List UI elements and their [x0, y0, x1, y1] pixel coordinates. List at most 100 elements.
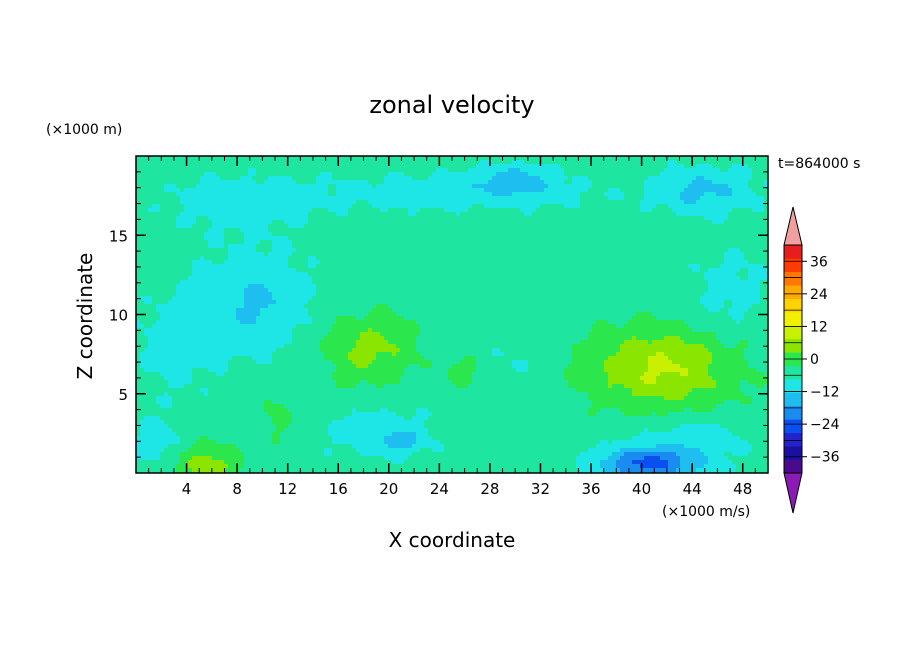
contour-cell: [556, 196, 561, 201]
contour-cell: [136, 200, 141, 205]
contour-cell: [764, 164, 768, 169]
contour-cell: [612, 256, 617, 261]
contour-cell: [440, 244, 445, 249]
contour-cell: [532, 192, 537, 197]
contour-cell: [708, 192, 713, 197]
contour-cell: [244, 224, 249, 229]
contour-cell: [336, 248, 341, 253]
contour-cell: [508, 248, 513, 253]
contour-cell: [472, 240, 477, 245]
contour-cell: [240, 164, 245, 169]
contour-cell: [340, 164, 345, 169]
contour-cell: [396, 160, 401, 165]
contour-cell: [388, 260, 393, 265]
contour-cell: [428, 176, 433, 181]
contour-cell: [180, 224, 185, 229]
contour-cell: [380, 244, 385, 249]
contour-cell: [640, 172, 645, 177]
contour-cell: [276, 200, 281, 205]
contour-cell: [456, 200, 461, 205]
contour-cell: [532, 268, 537, 273]
contour-cell: [144, 168, 149, 173]
contour-cell: [332, 200, 337, 205]
contour-cell: [704, 260, 709, 265]
contour-cell: [244, 176, 249, 181]
contour-cell: [548, 208, 553, 213]
contour-cell: [260, 196, 265, 201]
contour-cell: [160, 188, 165, 193]
contour-cell: [220, 164, 225, 169]
contour-cell: [520, 196, 525, 201]
contour-cell: [384, 188, 389, 193]
contour-cell: [732, 264, 737, 269]
contour-cell: [448, 272, 453, 277]
contour-cell: [268, 220, 273, 225]
contour-cell: [752, 156, 757, 161]
contour-cell: [136, 252, 141, 257]
contour-cell: [280, 264, 285, 269]
contour-cell: [340, 216, 345, 221]
contour-cell: [760, 228, 765, 233]
contour-cell: [184, 276, 189, 281]
contour-cell: [324, 212, 329, 217]
contour-cell: [632, 256, 637, 261]
contour-cell: [680, 172, 685, 177]
contour-cell: [432, 236, 437, 241]
contour-cell: [752, 180, 757, 185]
contour-cell: [188, 248, 193, 253]
contour-cell: [212, 180, 217, 185]
contour-cell: [140, 264, 145, 269]
contour-cell: [304, 240, 309, 245]
contour-cell: [336, 256, 341, 261]
contour-cell: [512, 156, 517, 161]
contour-cell: [144, 216, 149, 221]
contour-cell: [608, 160, 613, 165]
contour-cell: [208, 248, 213, 253]
contour-cell: [492, 260, 497, 265]
contour-cell: [524, 224, 529, 229]
contour-cell: [376, 280, 381, 285]
contour-cell: [648, 256, 653, 261]
contour-cell: [680, 264, 685, 269]
contour-cell: [240, 156, 245, 161]
contour-cell: [600, 200, 605, 205]
contour-cell: [356, 200, 361, 205]
contour-cell: [600, 236, 605, 241]
contour-cell: [520, 232, 525, 237]
contour-cell: [456, 160, 461, 165]
contour-cell: [188, 204, 193, 209]
contour-cell: [200, 200, 205, 205]
contour-cell: [596, 240, 601, 245]
contour-cell: [180, 232, 185, 237]
contour-cell: [508, 160, 513, 165]
contour-cell: [668, 164, 673, 169]
contour-cell: [720, 208, 725, 213]
contour-cell: [612, 164, 617, 169]
contour-cell: [240, 268, 245, 273]
contour-cell: [280, 228, 285, 233]
contour-cell: [172, 180, 177, 185]
contour-cell: [172, 248, 177, 253]
contour-cell: [148, 280, 153, 285]
contour-cell: [556, 180, 561, 185]
contour-cell: [564, 176, 569, 181]
contour-cell: [408, 156, 413, 161]
contour-cell: [496, 176, 501, 181]
contour-cell: [200, 188, 205, 193]
contour-cell: [616, 204, 621, 209]
contour-cell: [484, 268, 489, 273]
contour-cell: [216, 276, 221, 281]
contour-cell: [204, 276, 209, 281]
contour-cell: [600, 208, 605, 213]
contour-cell: [644, 244, 649, 249]
contour-cell: [176, 228, 181, 233]
contour-cell: [572, 268, 577, 273]
contour-cell: [436, 188, 441, 193]
contour-cell: [436, 268, 441, 273]
contour-cell: [748, 220, 753, 225]
contour-cell: [380, 172, 385, 177]
contour-cell: [508, 196, 513, 201]
contour-cell: [508, 228, 513, 233]
contour-cell: [412, 268, 417, 273]
contour-cell: [252, 236, 257, 241]
